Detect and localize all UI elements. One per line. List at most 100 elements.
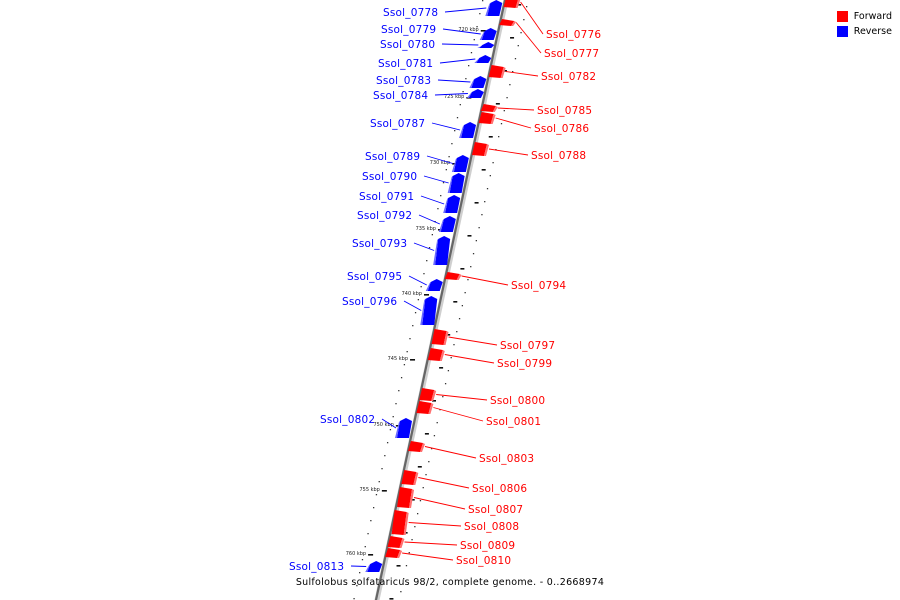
minor-tick-right xyxy=(447,370,450,372)
gene-label: Ssol_0813 xyxy=(289,561,344,573)
minor-tick-left xyxy=(412,325,414,327)
minor-tick-left xyxy=(392,416,394,418)
minor-tick-left xyxy=(479,13,481,15)
gene-connector xyxy=(497,107,535,111)
legend: Forward Reverse xyxy=(836,9,892,39)
minor-tick-left xyxy=(378,481,380,483)
gene-body xyxy=(453,155,469,172)
gene-connector xyxy=(505,71,539,77)
minor-tick-right xyxy=(458,318,461,320)
minor-tick-left xyxy=(442,182,445,184)
gene-ssol_0800: Ssol_0800 xyxy=(419,388,545,407)
minor-tick-right xyxy=(408,552,410,554)
minor-tick-right xyxy=(450,357,452,359)
gene-body xyxy=(471,142,487,156)
gene-ssol_0781: Ssol_0781 xyxy=(378,55,492,70)
gene-label: Ssol_0802 xyxy=(320,414,375,426)
gene-side xyxy=(409,489,415,508)
minor-tick-right xyxy=(416,513,419,515)
backbone xyxy=(374,0,507,600)
gene-ssol_0795: Ssol_0795 xyxy=(347,271,443,291)
gene-side xyxy=(420,443,426,452)
tick-label: 755 kbp xyxy=(359,487,379,493)
gene-ssol_0794: Ssol_0794 xyxy=(444,272,566,292)
gene-ssol_0777: Ssol_0777 xyxy=(499,19,599,60)
gene-side xyxy=(425,282,431,291)
gene-label: Ssol_0781 xyxy=(378,58,433,70)
major-tick-right xyxy=(460,268,465,270)
gene-connector xyxy=(488,148,529,156)
minor-tick-right xyxy=(422,487,424,489)
gene-body xyxy=(416,401,432,414)
minor-tick-left xyxy=(359,572,361,574)
gene-label: Ssol_0788 xyxy=(531,150,586,162)
gene-ssol_0787: Ssol_0787 xyxy=(370,118,477,138)
gene-label: Ssol_0779 xyxy=(381,24,436,36)
gene-ssol_0779: Ssol_0779 xyxy=(381,24,497,40)
legend-item-forward: Forward xyxy=(836,9,892,24)
gene-label: Ssol_0800 xyxy=(490,395,545,407)
minor-tick-right xyxy=(475,240,477,242)
gene-ssol_0807: Ssol_0807 xyxy=(397,487,523,516)
minor-tick-left xyxy=(414,312,417,314)
gene-body xyxy=(481,28,497,40)
minor-tick-right xyxy=(526,6,528,8)
gene-label: Ssol_0778 xyxy=(383,7,438,19)
minor-tick-right xyxy=(498,136,500,138)
gene-connector xyxy=(461,275,509,286)
gene-connector xyxy=(442,28,481,35)
minor-tick-left xyxy=(468,65,470,67)
gene-ssol_0788: Ssol_0788 xyxy=(471,142,586,162)
gene-side xyxy=(469,79,475,88)
gene-label: Ssol_0789 xyxy=(365,151,420,163)
gene-label: Ssol_0806 xyxy=(472,483,527,495)
gene-label: Ssol_0801 xyxy=(486,416,541,428)
tick-label: 735 kbp xyxy=(416,226,436,232)
gene-connector xyxy=(413,242,435,251)
minor-tick-right xyxy=(484,201,486,203)
minor-tick-left xyxy=(451,143,453,145)
major-tick-right xyxy=(488,136,493,138)
legend-swatch-forward xyxy=(836,11,848,22)
minor-tick-left xyxy=(370,520,372,522)
gene-connector xyxy=(408,522,462,527)
gene-body xyxy=(427,348,443,361)
gene-body xyxy=(480,104,496,112)
minor-tick-right xyxy=(472,253,475,255)
gene-connector xyxy=(418,477,470,489)
gene-ssol_0783: Ssol_0783 xyxy=(376,75,487,88)
gene-side xyxy=(443,198,449,213)
minor-tick-left xyxy=(437,208,439,210)
gene-ssol_0792: Ssol_0792 xyxy=(357,210,456,232)
gene-body xyxy=(401,470,417,485)
minor-tick-left xyxy=(417,299,420,301)
minor-tick-right xyxy=(492,162,494,164)
minor-tick-right xyxy=(405,565,408,567)
minor-tick-right xyxy=(478,227,480,229)
gene-label: Ssol_0793 xyxy=(352,238,407,250)
gene-body xyxy=(499,19,515,26)
gene-body xyxy=(476,55,492,63)
gene-body xyxy=(440,216,456,232)
major-tick-right xyxy=(396,565,401,567)
gene-connector xyxy=(413,497,466,510)
gene-ssol_0786: Ssol_0786 xyxy=(478,112,589,135)
gene-label: Ssol_0799 xyxy=(497,358,552,370)
gene-ssol_0810: Ssol_0810 xyxy=(385,548,511,567)
minor-tick-right xyxy=(428,461,430,463)
minor-tick-right xyxy=(509,84,511,86)
gene-connector xyxy=(350,565,367,567)
tick-mark xyxy=(424,294,430,296)
minor-tick-left xyxy=(406,351,408,353)
major-tick-right xyxy=(495,103,500,105)
gene-side xyxy=(394,421,400,438)
gene-side xyxy=(397,550,403,558)
gene-connector xyxy=(520,1,544,35)
minor-tick-left xyxy=(398,390,400,392)
tick-mark xyxy=(381,490,387,492)
minor-tick-left xyxy=(361,559,364,561)
minor-tick-right xyxy=(419,500,422,502)
minor-tick-right xyxy=(517,45,519,47)
gene-label: Ssol_0784 xyxy=(373,90,428,102)
